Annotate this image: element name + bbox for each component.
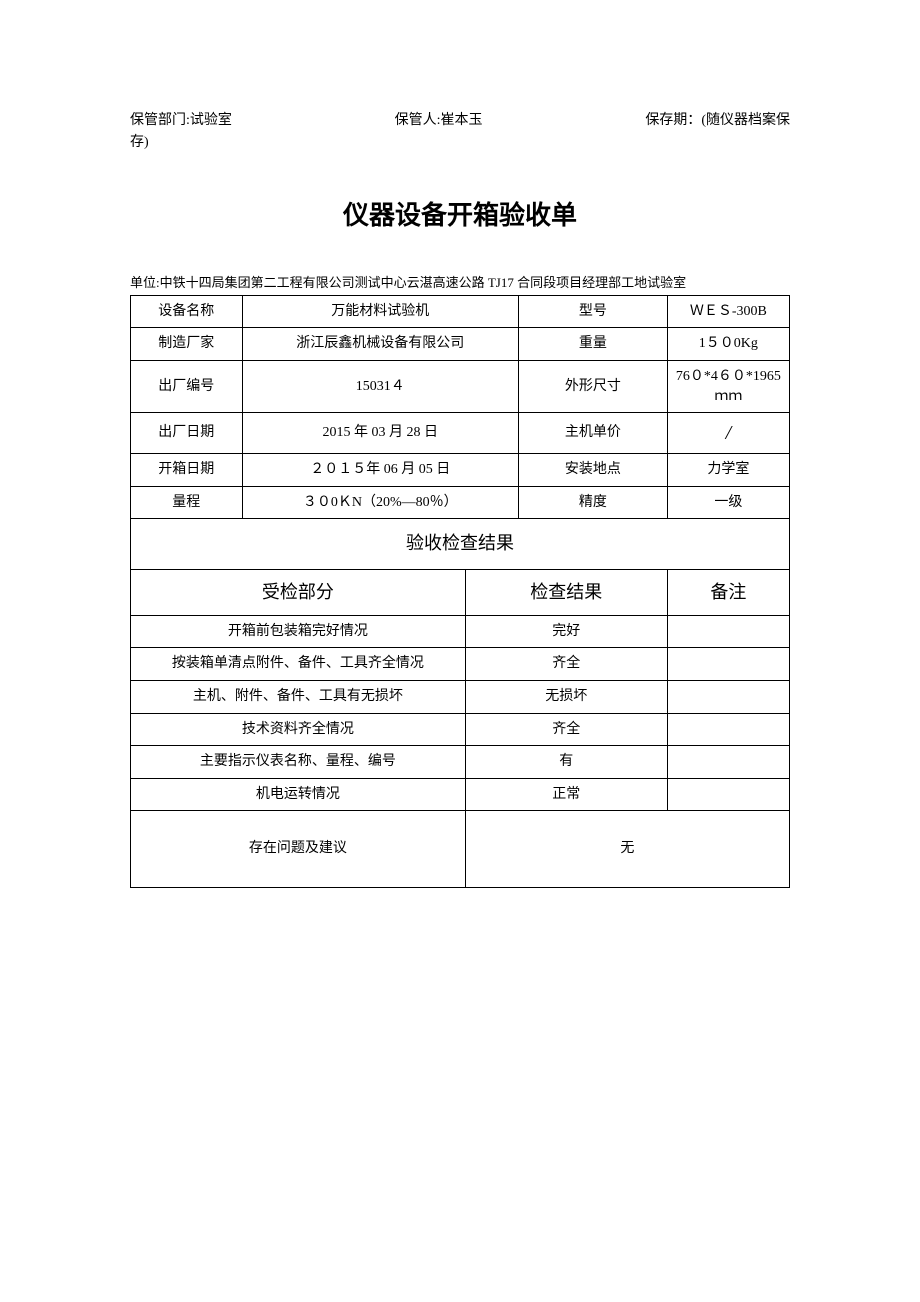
inspection-result: 齐全 — [465, 648, 667, 681]
model-value: ＷＥＳ-300B — [667, 295, 789, 328]
inspection-remark — [667, 713, 789, 746]
weight-value: 1５０0Kg — [667, 328, 789, 361]
dept-label: 保管部门: — [130, 113, 190, 128]
inspection-part: 主要指示仪表名称、量程、编号 — [131, 746, 466, 779]
table-row: 开箱日期 ２０１５年 06 月 05 日 安装地点 力学室 — [131, 454, 790, 487]
keeper-label: 保管人: — [395, 113, 441, 128]
inspection-result: 齐全 — [465, 713, 667, 746]
period-label: 保存期： — [645, 113, 701, 128]
inspection-result: 有 — [465, 746, 667, 779]
model-label: 型号 — [518, 295, 667, 328]
range-label: 量程 — [131, 486, 243, 519]
table-row: 技术资料齐全情况 齐全 — [131, 713, 790, 746]
issues-label: 存在问题及建议 — [131, 811, 466, 888]
table-row: 设备名称 万能材料试验机 型号 ＷＥＳ-300B — [131, 295, 790, 328]
inspection-result: 正常 — [465, 778, 667, 811]
inspection-remark — [667, 778, 789, 811]
table-row: 主机、附件、备件、工具有无损坏 无损坏 — [131, 680, 790, 713]
issues-value: 无 — [465, 811, 789, 888]
main-table: 设备名称 万能材料试验机 型号 ＷＥＳ-300B 制造厂家 浙江辰鑫机械设备有限… — [130, 295, 790, 888]
inspection-part: 开箱前包装箱完好情况 — [131, 615, 466, 648]
inspection-part: 主机、附件、备件、工具有无损坏 — [131, 680, 466, 713]
install-loc-label: 安装地点 — [518, 454, 667, 487]
table-row: 存在问题及建议 无 — [131, 811, 790, 888]
col-result: 检查结果 — [465, 569, 667, 615]
table-row: 出厂编号 15031４ 外形尺寸 76０*4６０*1965ｍｍ — [131, 360, 790, 412]
table-row: 开箱前包装箱完好情况 完好 — [131, 615, 790, 648]
unit-price-value: / — [667, 413, 789, 454]
manufacturer-label: 制造厂家 — [131, 328, 243, 361]
unit-price-label: 主机单价 — [518, 413, 667, 454]
factory-no-label: 出厂编号 — [131, 360, 243, 412]
keeper: 保管人:崔本玉 — [395, 110, 483, 132]
table-row: 机电运转情况 正常 — [131, 778, 790, 811]
inspection-result: 无损坏 — [465, 680, 667, 713]
table-row: 受检部分 检查结果 备注 — [131, 569, 790, 615]
keeper-value: 崔本玉 — [441, 113, 483, 128]
col-part: 受检部分 — [131, 569, 466, 615]
inspection-result: 完好 — [465, 615, 667, 648]
inspection-part: 按装箱单清点附件、备件、工具齐全情况 — [131, 648, 466, 681]
table-row: 验收检查结果 — [131, 519, 790, 569]
factory-no-value: 15031４ — [242, 360, 518, 412]
document-title: 仪器设备开箱验收单 — [130, 195, 790, 232]
weight-label: 重量 — [518, 328, 667, 361]
inspection-remark — [667, 648, 789, 681]
range-value: ３０0ＫN（20%—80％） — [242, 486, 518, 519]
inspection-part: 技术资料齐全情况 — [131, 713, 466, 746]
manufacturer-value: 浙江辰鑫机械设备有限公司 — [242, 328, 518, 361]
inspection-part: 机电运转情况 — [131, 778, 466, 811]
header-meta: 保管部门:试验室 保管人:崔本玉 保存期：(随仪器档案保 存) — [130, 110, 790, 155]
period-value-part2: 存) — [130, 135, 149, 150]
device-name-value: 万能材料试验机 — [242, 295, 518, 328]
table-row: 出厂日期 2015 年 03 月 28 日 主机单价 / — [131, 413, 790, 454]
precision-value: 一级 — [667, 486, 789, 519]
install-loc-value: 力学室 — [667, 454, 789, 487]
inspection-remark — [667, 746, 789, 779]
device-name-label: 设备名称 — [131, 295, 243, 328]
factory-date-label: 出厂日期 — [131, 413, 243, 454]
table-row: 制造厂家 浙江辰鑫机械设备有限公司 重量 1５０0Kg — [131, 328, 790, 361]
dept: 保管部门:试验室 — [130, 110, 232, 132]
dept-value: 试验室 — [190, 113, 232, 128]
col-remark: 备注 — [667, 569, 789, 615]
factory-date-value: 2015 年 03 月 28 日 — [242, 413, 518, 454]
inspection-remark — [667, 615, 789, 648]
open-date-value: ２０１５年 06 月 05 日 — [242, 454, 518, 487]
unit-line: 单位:中铁十四局集团第二工程有限公司测试中心云湛高速公路 TJ17 合同段项目经… — [130, 272, 790, 291]
size-label: 外形尺寸 — [518, 360, 667, 412]
table-row: 按装箱单清点附件、备件、工具齐全情况 齐全 — [131, 648, 790, 681]
open-date-label: 开箱日期 — [131, 454, 243, 487]
size-value: 76０*4６０*1965ｍｍ — [667, 360, 789, 412]
inspection-remark — [667, 680, 789, 713]
inspection-section-title: 验收检查结果 — [131, 519, 790, 569]
table-row: 量程 ３０0ＫN（20%—80％） 精度 一级 — [131, 486, 790, 519]
table-row: 主要指示仪表名称、量程、编号 有 — [131, 746, 790, 779]
period: 保存期：(随仪器档案保 — [645, 110, 790, 132]
precision-label: 精度 — [518, 486, 667, 519]
period-value-part1: (随仪器档案保 — [701, 113, 790, 128]
